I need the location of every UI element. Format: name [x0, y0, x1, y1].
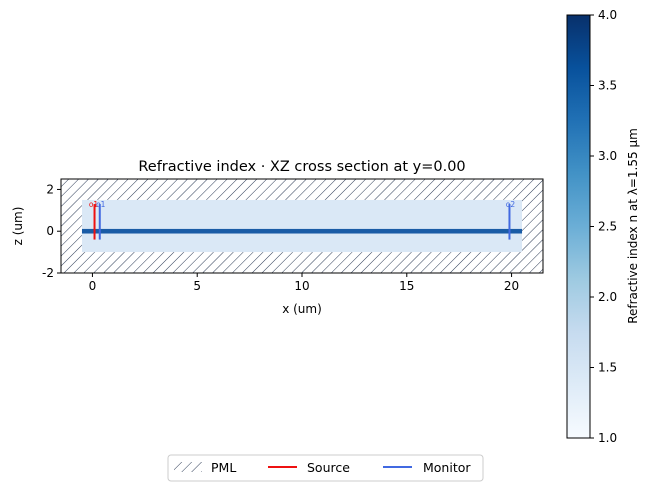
x-tick-label: 10 — [294, 279, 309, 293]
legend-pml-swatch — [174, 462, 202, 472]
y-axis: -2 0 2 — [42, 182, 61, 280]
x-tick-label: 15 — [399, 279, 414, 293]
y-tick-label: 2 — [46, 182, 54, 196]
x-tick-label: 5 — [193, 279, 201, 293]
y-tick-label: 0 — [46, 224, 54, 238]
source-label: o1 — [89, 200, 99, 209]
chart-title: Refractive index · XZ cross section at y… — [138, 159, 465, 175]
y-tick-label: -2 — [42, 266, 54, 280]
legend-label-pml: PML — [211, 460, 236, 475]
colorbar-tick-label: 1.0 — [598, 431, 617, 445]
pml-region-2 — [61, 252, 543, 273]
waveguide-core — [61, 228, 543, 234]
x-tick-label: 20 — [504, 279, 519, 293]
pml-region-1 — [61, 179, 543, 200]
monitor-label-1: o1 — [96, 200, 106, 209]
colorbar-tick-label: 2.0 — [598, 290, 617, 304]
colorbar-label: Refractive index n at λ=1.55 µm — [626, 128, 640, 324]
colorbar-tick-label: 4.0 — [598, 8, 617, 22]
colorbar-tick-label: 3.5 — [598, 79, 617, 93]
colorbar: 1.0 1.5 2.0 2.5 3.0 3.5 4.0 — [566, 8, 617, 445]
legend: PML Source Monitor — [167, 454, 484, 482]
x-axis: 0 5 10 15 20 — [89, 273, 519, 293]
cladding-region — [81, 199, 523, 253]
legend-label-source: Source — [307, 460, 350, 475]
x-tick-label: 0 — [89, 279, 97, 293]
x-axis-label: x (um) — [282, 302, 322, 316]
legend-label-monitor: Monitor — [423, 460, 471, 475]
pml-region-4 — [522, 199, 543, 253]
pml-region-3 — [61, 199, 82, 253]
legend-box — [167, 454, 484, 482]
colorbar-tick-label: 1.5 — [598, 361, 617, 375]
monitor-label-2: o2 — [506, 200, 516, 209]
y-axis-label: z (um) — [11, 207, 25, 246]
colorbar-tick-label: 2.5 — [598, 220, 617, 234]
colorbar-tick-label: 3.0 — [598, 149, 617, 163]
colorbar-gradient — [566, 14, 591, 439]
